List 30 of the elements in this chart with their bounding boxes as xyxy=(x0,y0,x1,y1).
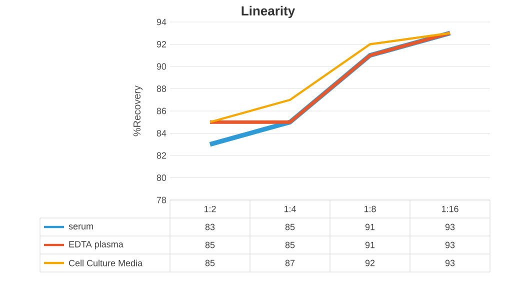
legend-label: Cell Culture Media xyxy=(68,260,143,266)
x-tick-label: 1:8 xyxy=(364,206,376,212)
data-label: 91 xyxy=(365,224,375,230)
data-label: 85 xyxy=(285,242,295,248)
data-label: 93 xyxy=(445,224,455,230)
data-label: 93 xyxy=(445,260,455,266)
data-label: 83 xyxy=(205,224,215,230)
x-tick-label: 1:16 xyxy=(442,206,458,212)
y-tick-label: 84 xyxy=(156,130,166,136)
data-label: 93 xyxy=(445,242,455,248)
y-tick-label: 82 xyxy=(156,152,166,159)
x-tick-label: 1:4 xyxy=(284,206,296,212)
data-label: 91 xyxy=(365,242,375,248)
data-label: 85 xyxy=(205,260,215,266)
data-label: 85 xyxy=(205,242,215,248)
legend-label: EDTA plasma xyxy=(69,240,124,250)
y-tick-label: 88 xyxy=(156,86,166,92)
data-label: 92 xyxy=(365,260,375,266)
y-axis-title: %Recovery xyxy=(133,85,143,136)
chart-title: Linearity xyxy=(242,6,296,18)
data-label: 87 xyxy=(285,260,295,266)
data-label: 85 xyxy=(285,224,295,230)
y-tick-label: 80 xyxy=(156,174,166,181)
y-tick-label: 92 xyxy=(156,41,166,48)
y-tick-label: 94 xyxy=(156,18,166,26)
y-tick-label: 78 xyxy=(156,196,166,204)
x-tick-label: 1:2 xyxy=(204,206,216,212)
y-tick-label: 90 xyxy=(156,63,166,70)
y-tick-label: 86 xyxy=(156,108,166,114)
legend-label: serum xyxy=(68,224,93,230)
